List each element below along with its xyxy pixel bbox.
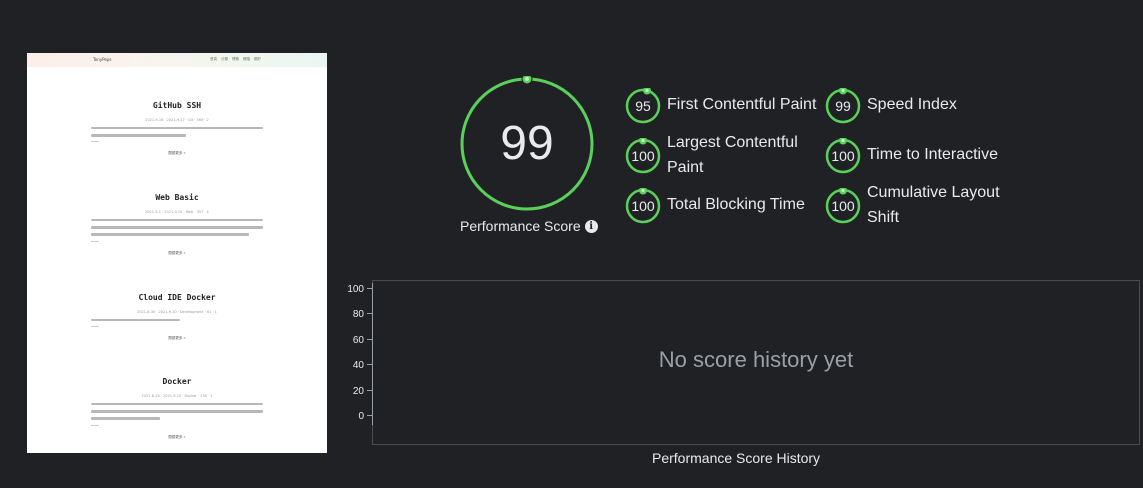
- history-plot: 100 80 60 40 20 0: [347, 280, 1140, 445]
- thumbnail-post: GitHub SSH 2021-9-16 · 2021-9-17 · Git ·…: [91, 101, 263, 156]
- metric-label: Time to Interactive: [867, 146, 999, 163]
- performance-score-text: Performance Score: [460, 218, 581, 234]
- metric-score-ring: 100: [625, 138, 661, 174]
- metric-label: Largest Contentful Paint: [667, 130, 798, 180]
- metric-score-value: 100: [831, 198, 855, 214]
- metric-label-line: Largest Contentful: [667, 134, 798, 151]
- metric-score-ring: 95: [625, 88, 661, 124]
- performance-score-gauge: 99: [459, 76, 595, 212]
- metric-label-line: Paint: [667, 159, 704, 176]
- thumbnail-brand: TonyPeps: [93, 57, 112, 62]
- post-meta: 2021-8-28 · 2021-9-10 · Docker · 236 · 1: [141, 394, 213, 398]
- metric-score-value: 95: [635, 98, 651, 114]
- performance-score-label: Performance Score i: [460, 218, 598, 234]
- post-meta: 2021-9-1 · 2021-9-10 · Web · 357 · 1: [145, 210, 209, 214]
- performance-score-value: 99: [500, 117, 554, 170]
- post-excerpt: [91, 319, 263, 322]
- metric-score-value: 100: [631, 148, 655, 164]
- y-tick-label: 80: [353, 309, 365, 320]
- thumbnail-nav-item: 標籤: [232, 57, 239, 61]
- read-more-link: 閱讀更多 »: [168, 250, 186, 255]
- read-more-link: 閱讀更多 »: [168, 151, 186, 156]
- metric-score-value: 99: [835, 98, 851, 114]
- history-chart-title: Performance Score History: [652, 450, 821, 466]
- y-tick-label: 20: [353, 386, 365, 397]
- y-tick-label: 60: [353, 335, 365, 346]
- metric-score-ring: 100: [825, 188, 861, 224]
- post-excerpt: [91, 127, 263, 137]
- post-title: GitHub SSH: [152, 101, 202, 110]
- metric-label-line: Cumulative Layout: [867, 184, 1000, 201]
- empty-history-message: No score history yet: [658, 347, 854, 372]
- metric-score-value: 100: [631, 198, 655, 214]
- y-tick-label: 0: [358, 411, 364, 422]
- thumbnail-nav-item: 歸檔: [243, 57, 250, 61]
- thumbnail-header: TonyPeps 首頁 分類 標籤 歸檔 關於: [27, 53, 327, 67]
- metric-label: Speed Index: [867, 96, 957, 113]
- score-history-chart: 100 80 60 40 20 0 No score history yet: [340, 275, 1143, 475]
- info-icon[interactable]: i: [584, 219, 598, 233]
- thumbnail-post: Web Basic 2021-9-1 · 2021-9-10 · Web · 3…: [91, 193, 263, 256]
- post-excerpt: [91, 403, 263, 420]
- post-title: Web Basic: [155, 193, 199, 202]
- thumbnail-nav-item: 關於: [254, 57, 261, 61]
- metric-score-ring: 100: [825, 138, 861, 174]
- metric-label: First Contentful Paint: [667, 96, 817, 113]
- metric-score-value: 100: [831, 148, 855, 164]
- thumbnail-nav-item: 分類: [221, 57, 228, 61]
- metric-score-ring: 99: [825, 88, 861, 124]
- post-title: Docker: [162, 377, 192, 386]
- y-tick-label: 100: [347, 284, 364, 295]
- read-more-link: 閱讀更多 »: [168, 336, 186, 341]
- metric-label: Total Blocking Time: [667, 196, 805, 213]
- thumbnail-nav-item: 首頁: [210, 57, 217, 61]
- post-meta: 2021-8-30 · 2021-9-10 · Development · 61…: [137, 310, 217, 314]
- metric-score-ring: 100: [625, 188, 661, 224]
- post-title: Cloud IDE Docker: [138, 293, 216, 302]
- thumbnail-post: Cloud IDE Docker 2021-8-30 · 2021-9-10 ·…: [91, 293, 263, 341]
- page-screenshot-thumbnail: TonyPeps 首頁 分類 標籤 歸檔 關於 GitHub SSH 2021-…: [27, 53, 327, 453]
- y-tick-label: 40: [353, 360, 365, 371]
- thumbnail-post: Docker 2021-8-28 · 2021-9-10 · Docker · …: [91, 377, 263, 440]
- read-more-link: 閱讀更多 »: [168, 434, 186, 439]
- metric-label: Cumulative Layout Shift: [867, 180, 1000, 230]
- score-ring: [460, 76, 594, 211]
- post-excerpt: [91, 219, 263, 236]
- metric-label-line: Shift: [867, 209, 900, 226]
- post-meta: 2021-9-16 · 2021-9-17 · Git · 369 · 2: [145, 118, 209, 122]
- thumbnail-nav: 首頁 分類 標籤 歸檔 關於: [210, 57, 261, 62]
